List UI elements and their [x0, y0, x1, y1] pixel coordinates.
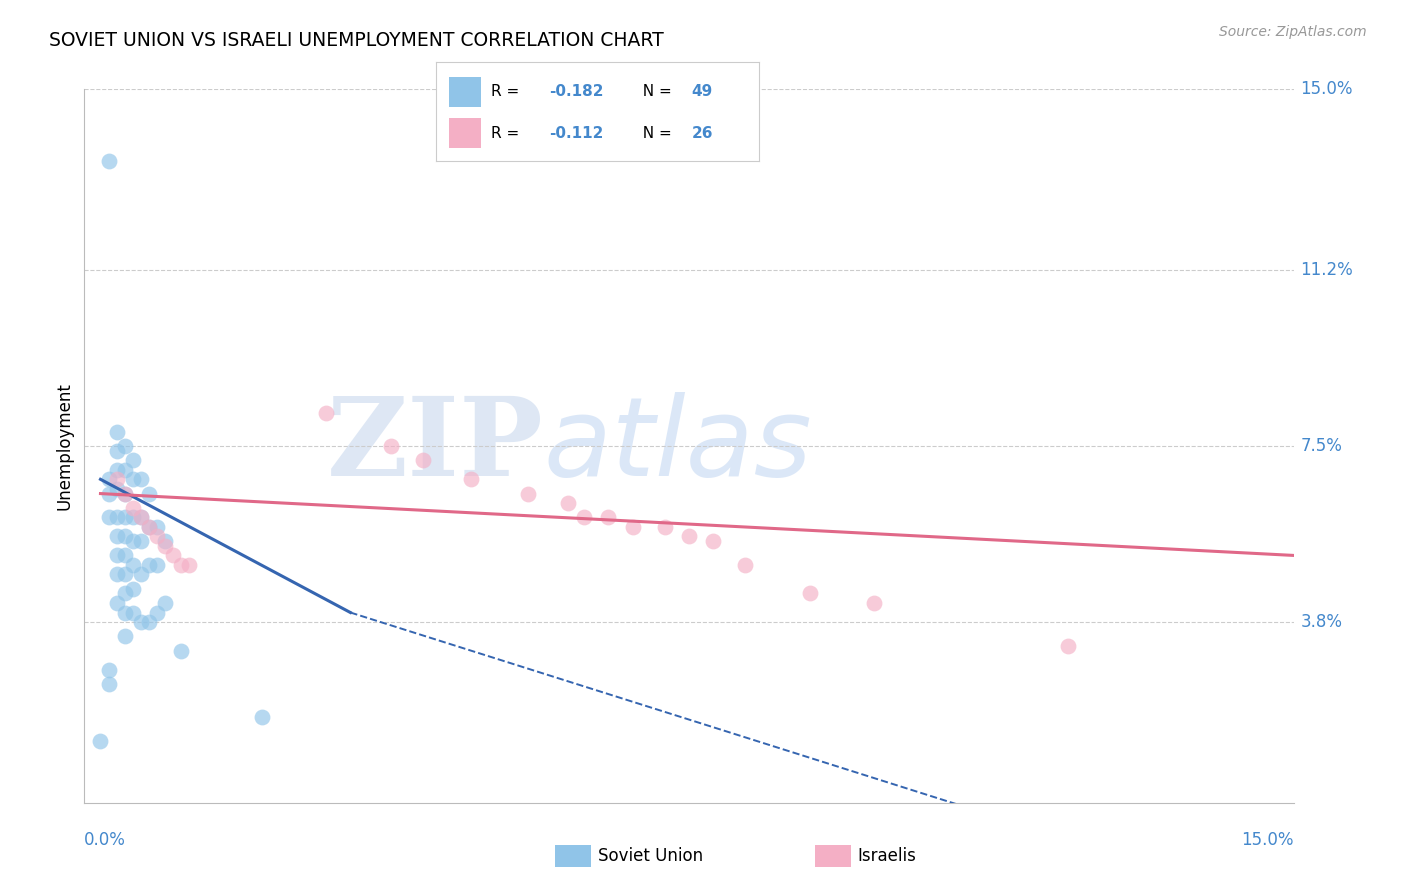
Point — [121, 606, 143, 620]
Point — [138, 520, 160, 534]
Point — [702, 534, 724, 549]
Text: -0.182: -0.182 — [548, 85, 603, 99]
Point — [654, 520, 676, 534]
Point — [146, 558, 169, 572]
Point — [138, 520, 160, 534]
Point — [105, 596, 128, 610]
Bar — [449, 78, 481, 107]
Point — [114, 510, 136, 524]
Point — [97, 510, 120, 524]
Point — [170, 643, 193, 657]
Text: -0.112: -0.112 — [548, 126, 603, 141]
Point — [146, 606, 169, 620]
Point — [121, 534, 143, 549]
Text: 15.0%: 15.0% — [1301, 80, 1353, 98]
Text: Soviet Union: Soviet Union — [598, 847, 703, 865]
Point — [621, 520, 644, 534]
Text: ZIP: ZIP — [328, 392, 544, 500]
Point — [121, 558, 143, 572]
Point — [863, 596, 886, 610]
Point — [572, 510, 595, 524]
Point — [146, 520, 169, 534]
Point — [97, 153, 120, 168]
Point — [105, 510, 128, 524]
Point — [105, 482, 128, 496]
Point — [153, 596, 176, 610]
Point — [678, 529, 700, 543]
Point — [153, 534, 176, 549]
Point — [105, 463, 128, 477]
Point — [121, 472, 143, 486]
Point — [460, 472, 482, 486]
Point — [179, 558, 201, 572]
Point — [114, 529, 136, 543]
Point — [412, 453, 434, 467]
Point — [380, 439, 402, 453]
Point — [1056, 639, 1078, 653]
Text: N =: N = — [633, 85, 676, 99]
Point — [138, 486, 160, 500]
Text: 49: 49 — [692, 85, 713, 99]
Text: N =: N = — [633, 126, 676, 141]
Point — [153, 539, 176, 553]
Point — [114, 549, 136, 563]
Point — [114, 606, 136, 620]
Point — [114, 586, 136, 600]
Point — [516, 486, 538, 500]
Text: 7.5%: 7.5% — [1301, 437, 1343, 455]
Point — [129, 472, 152, 486]
Point — [105, 425, 128, 439]
Text: 11.2%: 11.2% — [1301, 261, 1353, 279]
Point — [138, 615, 160, 629]
Y-axis label: Unemployment: Unemployment — [55, 382, 73, 510]
Text: atlas: atlas — [544, 392, 813, 500]
Point — [105, 567, 128, 582]
Point — [250, 710, 273, 724]
Text: Israelis: Israelis — [858, 847, 917, 865]
Point — [114, 629, 136, 643]
Point — [121, 582, 143, 596]
Text: SOVIET UNION VS ISRAELI UNEMPLOYMENT CORRELATION CHART: SOVIET UNION VS ISRAELI UNEMPLOYMENT COR… — [49, 31, 664, 50]
Point — [121, 453, 143, 467]
Point — [97, 663, 120, 677]
Point — [170, 558, 193, 572]
Point — [146, 529, 169, 543]
Point — [162, 549, 184, 563]
Text: Source: ZipAtlas.com: Source: ZipAtlas.com — [1219, 25, 1367, 39]
Text: 0.0%: 0.0% — [84, 830, 127, 848]
Point — [121, 510, 143, 524]
Point — [97, 486, 120, 500]
Point — [734, 558, 756, 572]
Point — [114, 463, 136, 477]
Point — [315, 406, 337, 420]
Point — [557, 496, 579, 510]
Text: R =: R = — [491, 126, 524, 141]
Text: 3.8%: 3.8% — [1301, 613, 1343, 631]
Point — [105, 549, 128, 563]
Point — [799, 586, 821, 600]
Point — [598, 510, 620, 524]
Bar — [449, 119, 481, 148]
Point — [129, 510, 152, 524]
Text: 15.0%: 15.0% — [1241, 830, 1294, 848]
Point — [105, 529, 128, 543]
Point — [114, 486, 136, 500]
Point — [114, 439, 136, 453]
Point — [105, 472, 128, 486]
Text: R =: R = — [491, 85, 524, 99]
Point — [105, 443, 128, 458]
Point — [114, 486, 136, 500]
Point — [129, 510, 152, 524]
Point — [129, 567, 152, 582]
Point — [129, 615, 152, 629]
Point — [121, 500, 143, 515]
Point — [138, 558, 160, 572]
Text: 26: 26 — [692, 126, 713, 141]
Point — [89, 734, 111, 748]
Point — [97, 677, 120, 691]
Point — [129, 534, 152, 549]
Point — [114, 567, 136, 582]
Point — [97, 472, 120, 486]
